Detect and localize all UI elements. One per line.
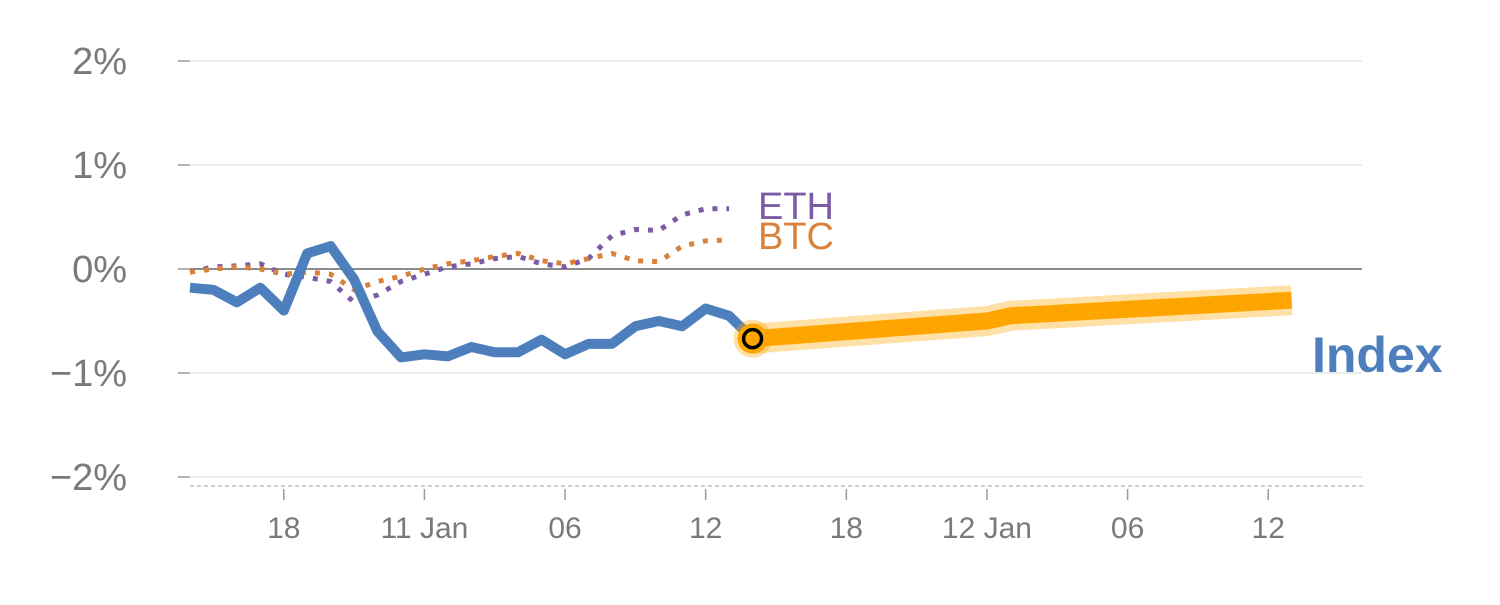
- y-tick-label: −1%: [50, 353, 127, 395]
- x-tick-label: 12 Jan: [942, 512, 1032, 545]
- series-layer: [189, 206, 1293, 363]
- x-tick-label: 12: [689, 512, 722, 545]
- x-tick-label: 06: [548, 512, 581, 545]
- y-tick-label: −2%: [50, 457, 127, 499]
- x-tick-label: 18: [267, 512, 300, 545]
- grid-layer: [190, 60, 1362, 478]
- index-series-line: [189, 241, 757, 363]
- eth-series-line: [189, 206, 730, 305]
- x-tick-label: 12: [1252, 512, 1285, 545]
- x-tick-label: 06: [1111, 512, 1144, 545]
- y-tick-label: 1%: [72, 145, 127, 187]
- btc-series-line: [189, 237, 730, 293]
- x-tick-label: 18: [830, 512, 863, 545]
- projection-band-line: [751, 291, 1293, 348]
- current-point-marker-ring: [741, 327, 764, 350]
- eth-series-label: ETH: [758, 186, 834, 228]
- y-tick-label: 2%: [72, 41, 127, 83]
- x-tick-label: 11 Jan: [380, 512, 468, 545]
- index-series-label: Index: [1312, 327, 1443, 383]
- axis-layer: 2% 1% 0% −1% −2% 18 11 Jan 06 12 18 12 Jan 06 12: [50, 41, 1364, 545]
- y-tick-label: 0%: [72, 249, 127, 291]
- btc-series-label: BTC: [758, 216, 834, 258]
